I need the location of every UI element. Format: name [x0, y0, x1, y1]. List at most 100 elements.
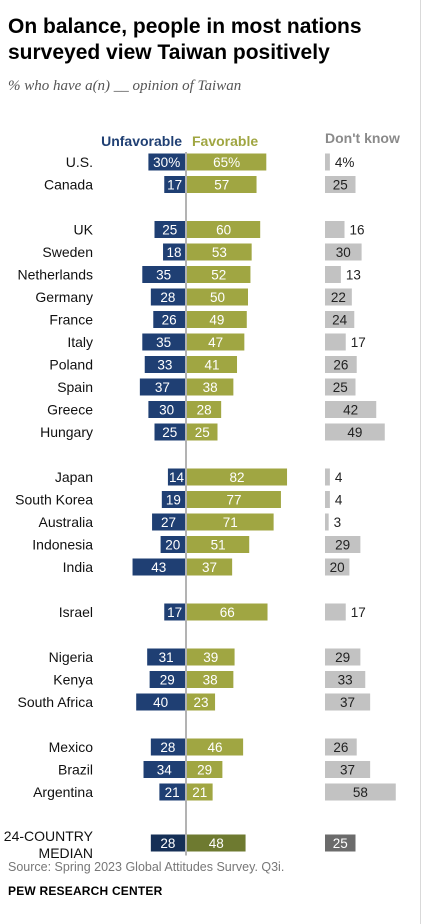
country-label: South Africa	[18, 694, 94, 710]
value-dont-know: 37	[340, 763, 355, 778]
value-favorable: 71	[223, 515, 238, 530]
value-favorable: 82	[230, 470, 245, 485]
country-label: South Korea	[15, 492, 93, 508]
value-dont-know: 13	[346, 268, 361, 283]
bar-unfavorable	[139, 378, 185, 396]
value-dont-know: 37	[340, 695, 355, 710]
value-favorable: 29	[197, 763, 212, 778]
value-favorable: 47	[208, 335, 223, 350]
value-dont-know: 29	[335, 650, 350, 665]
value-unfavorable: 20	[165, 538, 180, 553]
value-favorable: 49	[209, 313, 224, 328]
bar-dont-know	[325, 671, 366, 688]
value-unfavorable: 27	[161, 515, 176, 530]
value-dont-know: 20	[330, 560, 345, 575]
value-unfavorable: 35	[156, 268, 171, 283]
bar-dont-know	[325, 513, 329, 531]
value-favorable: 23	[194, 695, 209, 710]
bar-unfavorable	[142, 333, 185, 351]
value-dont-know: 3	[334, 515, 342, 530]
bar-favorable	[187, 491, 281, 508]
country-label: U.S.	[66, 154, 93, 170]
value-favorable: 21	[192, 785, 207, 800]
bar-dont-know	[325, 761, 371, 778]
value-dont-know: 25	[333, 380, 348, 395]
bar-unfavorable	[164, 603, 185, 621]
bar-favorable	[187, 243, 252, 261]
country-label: Brazil	[58, 762, 93, 778]
bar-dont-know	[325, 153, 330, 171]
country-label: Indonesia	[32, 537, 93, 553]
value-favorable: 77	[226, 493, 241, 508]
bar-unfavorable	[142, 266, 185, 283]
value-favorable: 48	[209, 836, 224, 851]
value-unfavorable: 35	[156, 335, 171, 350]
country-label: Netherlands	[18, 267, 94, 283]
bar-dont-know	[325, 648, 361, 666]
value-dont-know: 42	[343, 403, 358, 418]
bar-unfavorable	[154, 423, 185, 441]
source-note: Source: Spring 2023 Global Attitudes Sur…	[8, 860, 285, 874]
bar-favorable	[187, 738, 244, 756]
value-favorable: 28	[197, 403, 212, 418]
country-label: Japan	[55, 469, 93, 485]
bar-favorable	[187, 671, 234, 688]
bar-unfavorable	[154, 221, 185, 238]
value-dont-know: 26	[333, 740, 348, 755]
bar-dont-know	[325, 693, 371, 711]
value-unfavorable: 37	[155, 380, 170, 395]
legend-unfavorable: Unfavorable	[101, 133, 182, 149]
value-favorable: 52	[211, 268, 226, 283]
value-unfavorable: 19	[166, 493, 181, 508]
value-favorable: 37	[202, 560, 217, 575]
bar-favorable	[187, 288, 248, 306]
chart-subtitle: % who have a(n) __ opinion of Taiwan	[8, 78, 242, 94]
bar-unfavorable	[136, 693, 185, 711]
bar-unfavorable	[161, 491, 185, 508]
bar-unfavorable	[160, 536, 185, 553]
country-label: France	[49, 312, 93, 328]
bar-favorable	[187, 783, 213, 801]
bar-unfavorable	[150, 738, 185, 756]
value-dont-know: 58	[353, 785, 368, 800]
value-favorable: 50	[210, 290, 225, 305]
country-label: UK	[74, 222, 94, 238]
bar-dont-know	[325, 558, 350, 576]
value-dont-know: 26	[333, 358, 348, 373]
median-label-line2: MEDIAN	[39, 845, 93, 861]
bar-favorable	[187, 513, 274, 531]
value-favorable: 57	[214, 178, 229, 193]
country-label: Germany	[35, 289, 93, 305]
bar-favorable	[187, 558, 233, 576]
value-favorable: 38	[203, 380, 218, 395]
bar-dont-know	[325, 266, 341, 283]
bar-dont-know	[325, 401, 377, 418]
bar-unfavorable	[150, 834, 185, 852]
bar-unfavorable	[149, 671, 185, 688]
value-unfavorable: 28	[160, 836, 175, 851]
bar-unfavorable	[148, 153, 185, 171]
bar-dont-know	[325, 468, 330, 486]
bar-dont-know	[325, 243, 362, 261]
bar-unfavorable	[132, 558, 185, 576]
bar-favorable	[187, 834, 246, 852]
value-favorable: 38	[203, 673, 218, 688]
value-dont-know: 4%	[335, 155, 355, 170]
bar-unfavorable	[148, 401, 185, 418]
bar-favorable	[187, 423, 218, 441]
country-label: Argentina	[33, 784, 93, 800]
country-label: Mexico	[49, 739, 94, 755]
value-dont-know: 17	[351, 605, 366, 620]
bar-favorable	[187, 401, 222, 418]
value-dont-know: 25	[333, 836, 348, 851]
bar-favorable	[187, 333, 245, 351]
legend-dont-know: Don't know	[325, 130, 400, 146]
bar-unfavorable	[153, 311, 185, 328]
value-dont-know: 25	[333, 178, 348, 193]
value-unfavorable: 28	[160, 740, 175, 755]
bar-favorable	[187, 266, 251, 283]
country-label: Spain	[57, 379, 93, 395]
value-dont-know: 24	[332, 313, 348, 328]
value-dont-know: 49	[347, 425, 362, 440]
bar-favorable	[187, 153, 267, 171]
